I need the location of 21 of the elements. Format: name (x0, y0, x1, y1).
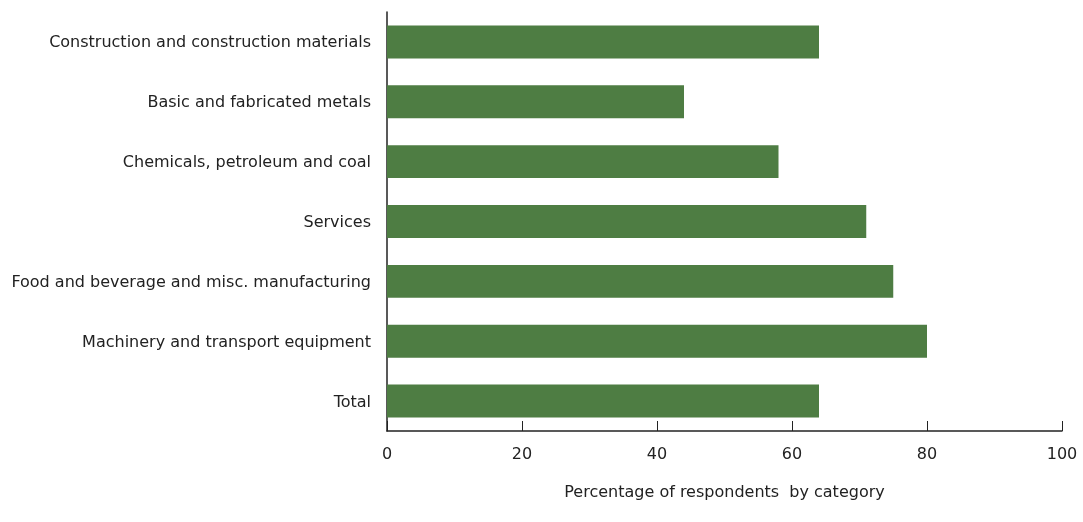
x-tick-label: 0 (381, 443, 393, 463)
x-tick-label: 80 (916, 443, 938, 463)
y-tick-label: Total (332, 391, 371, 411)
x-tick-label: 100 (1046, 443, 1078, 463)
bar (387, 205, 867, 238)
x-tick-label: 40 (646, 443, 668, 463)
y-tick-label: Basic and fabricated metals (147, 92, 371, 112)
bar (387, 384, 819, 418)
bar (387, 145, 779, 179)
bar (387, 25, 819, 59)
x-tick-label: 20 (511, 443, 533, 463)
bar (387, 85, 684, 119)
y-tick-label: Food and beverage and misc. manufacturing (11, 271, 371, 291)
y-tick-label: Chemicals, petroleum and coal (122, 152, 371, 172)
y-tick-label: Services (303, 212, 371, 231)
x-tick-label: 60 (781, 443, 803, 463)
bar (387, 324, 927, 358)
bar (387, 264, 894, 298)
x-axis-title: Percentage of respondents by category (564, 481, 885, 501)
y-tick-label: Machinery and transport equipment (82, 331, 371, 351)
y-tick-label: Construction and construction materials (49, 32, 371, 52)
